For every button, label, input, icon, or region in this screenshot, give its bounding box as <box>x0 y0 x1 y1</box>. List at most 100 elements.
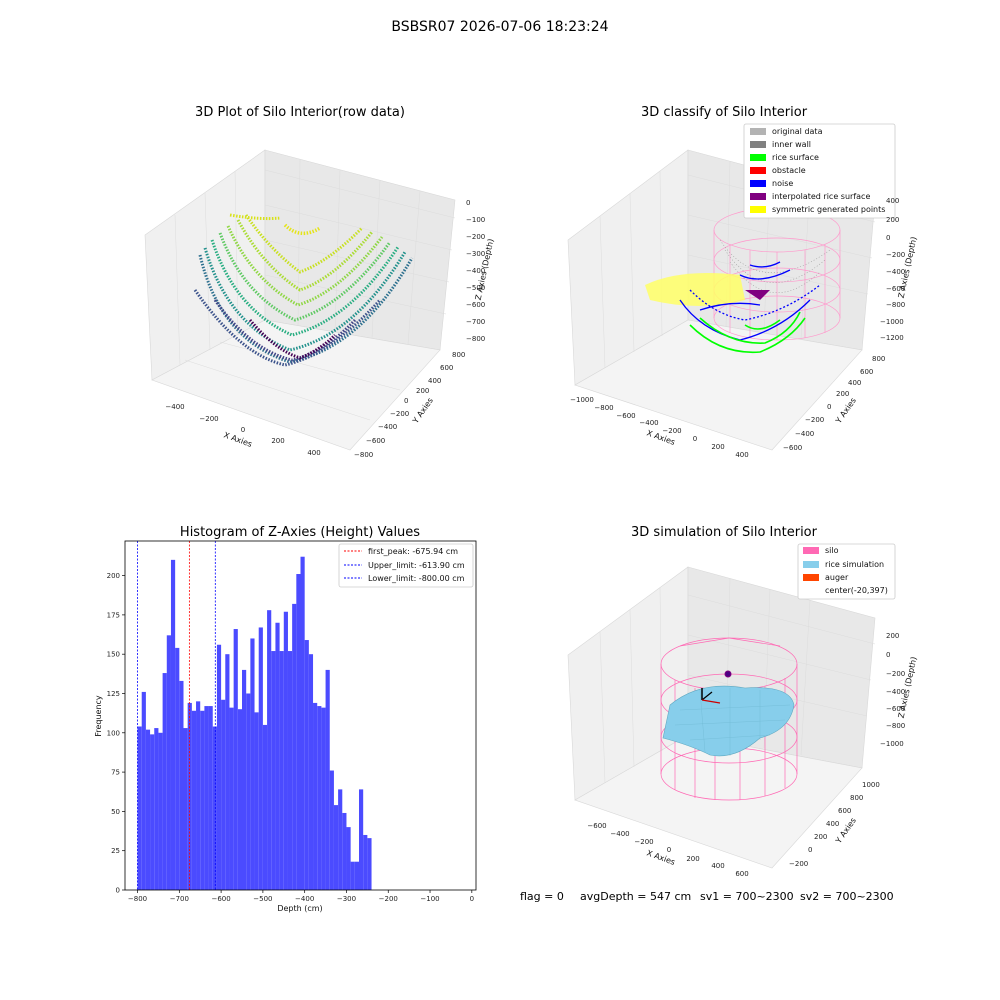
simulation-legend-entry: rice simulation <box>803 560 884 569</box>
classify-ztick: −1000 <box>880 318 904 326</box>
histogram-bar <box>275 622 280 890</box>
raw-pane-floor <box>151 319 441 451</box>
raw-ztick: −500 <box>466 284 485 292</box>
simulation-xtick: −600 <box>587 822 606 830</box>
histogram-bar <box>145 729 151 890</box>
simulation-xlabel: X Axies <box>645 848 676 867</box>
footer-status: flag = 0 avgDepth = 547 cm sv1 = 700~230… <box>520 890 894 903</box>
legend-swatch <box>750 167 766 174</box>
histogram-bar <box>229 707 234 890</box>
classify-ytick: 200 <box>836 390 849 398</box>
histogram-bar <box>329 770 334 890</box>
simulation-title: 3D simulation of Silo Interior <box>631 525 818 540</box>
raw-ztick: −100 <box>466 216 485 224</box>
raw-ztick: −800 <box>466 335 485 343</box>
histogram-ytick-label: 0 <box>116 887 120 895</box>
histogram-bar <box>359 789 364 890</box>
classify-xtick: 200 <box>711 443 724 451</box>
legend-label: symmetric generated points <box>772 205 885 214</box>
histogram-bar <box>346 827 351 890</box>
classify-ztick: 200 <box>886 216 899 224</box>
simulation-legend-entry: center(-20,397) <box>825 586 888 595</box>
legend-label: rice surface <box>772 153 819 162</box>
raw-xtick: 0 <box>241 426 245 434</box>
histogram-ytick-label: 50 <box>111 808 120 816</box>
legend-label: noise <box>772 179 793 188</box>
simulation-ztick: −600 <box>886 705 905 713</box>
raw-ytick: −600 <box>366 437 385 445</box>
legend-swatch <box>803 547 819 554</box>
histogram-legend-box <box>338 543 474 588</box>
legend-label: Lower_limit: -800.00 cm <box>368 574 465 583</box>
classify-legend-entry: noise <box>750 179 793 188</box>
classify-legend-entry: obstacle <box>750 166 806 175</box>
simulation-legend: silo rice simulation auger center(-20,39… <box>797 543 896 600</box>
simulation-ztick: 200 <box>886 632 899 640</box>
classify-ytick: 400 <box>848 379 861 387</box>
histogram-bar <box>296 574 301 890</box>
histogram-ytick-label: 175 <box>107 611 120 619</box>
histogram-bar <box>342 812 347 890</box>
classify-ytick: 600 <box>860 368 873 376</box>
histogram-xtick-label: −200 <box>379 895 398 903</box>
histogram-ytick-label: 150 <box>107 651 120 659</box>
raw-ytick: 600 <box>440 364 453 372</box>
histogram-frame <box>124 540 477 891</box>
histogram-bar <box>216 644 222 890</box>
histogram-bar <box>158 732 163 890</box>
raw-ytick: −200 <box>390 410 409 418</box>
simulation-rice-mesh <box>674 688 791 756</box>
classify-legend-entry: symmetric generated points <box>750 205 885 214</box>
raw-xtick: −400 <box>165 403 184 411</box>
simulation-ytick: −200 <box>789 860 808 868</box>
classify-xtick: −200 <box>662 427 681 435</box>
simulation-legend-box <box>797 543 896 600</box>
histogram-bar <box>325 669 330 890</box>
legend-label: interpolated rice surface <box>772 192 870 201</box>
histogram-bar <box>304 640 309 890</box>
histogram-bar <box>154 728 159 890</box>
classify-ylabel: Y Axies <box>833 396 858 426</box>
classify-ytick: −200 <box>805 416 824 424</box>
classify-ytick: 800 <box>872 355 885 363</box>
classify-xtick: −800 <box>594 404 613 412</box>
raw-ztick: −700 <box>466 318 485 326</box>
histogram-bar <box>287 651 293 890</box>
classify-legend-entry: rice surface <box>750 153 819 162</box>
simulation-pane-floor <box>574 734 863 869</box>
histogram-bar <box>170 559 176 890</box>
histogram-bar <box>308 654 314 890</box>
histogram-xtick-label: −100 <box>420 895 439 903</box>
histogram-bar <box>212 726 217 890</box>
histogram-xtick-label: −600 <box>211 895 230 903</box>
raw-xtick: 200 <box>271 437 284 445</box>
panel-histogram: Histogram of Z-Axies (Height) Values −80… <box>94 525 477 913</box>
histogram-bar <box>137 726 142 890</box>
histogram-ytick-label: 100 <box>107 729 120 737</box>
classify-legend-entry: inner wall <box>750 140 811 149</box>
footer-flag: flag = 0 <box>520 890 564 903</box>
legend-label: first_peak: -675.94 cm <box>368 547 458 556</box>
raw-ylabel: Y Axies <box>410 396 435 426</box>
histogram-bar <box>283 611 288 890</box>
footer-avg-depth: avgDepth = 547 cm <box>580 890 691 903</box>
histogram-bar <box>254 712 259 890</box>
classify-original-data <box>719 239 831 293</box>
classify-legend-entry: interpolated rice surface <box>750 192 870 201</box>
legend-label: inner wall <box>772 140 811 149</box>
histogram-xtick-label: −700 <box>170 895 189 903</box>
histogram-yticks: 0 25 50 75 100 125 150 175 200 <box>107 572 125 895</box>
raw-ytick: 0 <box>404 397 408 405</box>
histogram-bar <box>166 635 171 890</box>
classify-ztick: 400 <box>886 197 899 205</box>
histogram-bar <box>175 647 180 890</box>
histogram-bar <box>292 603 297 890</box>
histogram-bar <box>338 789 343 890</box>
classify-ztick: −400 <box>886 268 905 276</box>
legend-label: rice simulation <box>825 560 884 569</box>
simulation-legend-entry: auger <box>803 573 849 582</box>
histogram-vlines <box>137 541 216 890</box>
simulation-xtick: 0 <box>667 846 671 854</box>
histogram-bar <box>250 638 255 890</box>
